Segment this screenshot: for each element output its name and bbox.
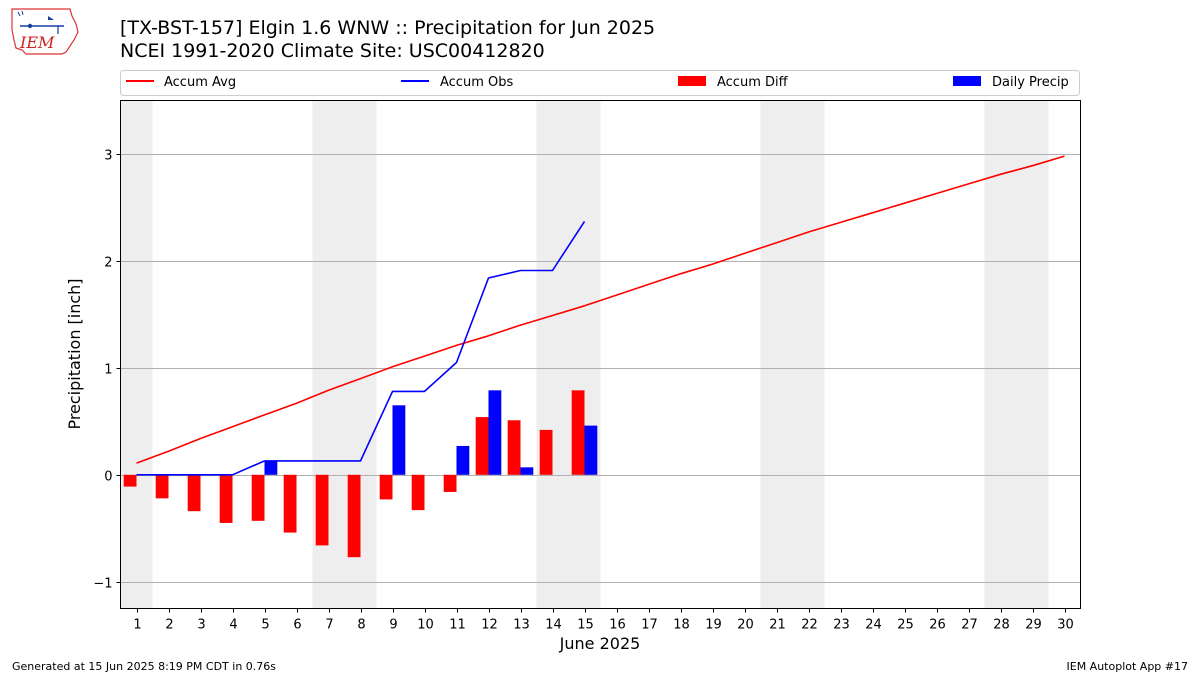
x-tick-label: 16 — [609, 618, 626, 633]
weekend-band — [984, 100, 1049, 609]
accum-diff-bar — [507, 420, 521, 475]
daily-precip-bar — [392, 405, 406, 475]
weekend-shading — [120, 100, 1049, 609]
y-tick-label: 3 — [104, 149, 112, 164]
legend-swatch-daily-precip — [953, 76, 981, 86]
accum-diff-bar — [219, 474, 233, 523]
bars — [123, 390, 598, 558]
generated-timestamp: Generated at 15 Jun 2025 8:19 PM CDT in … — [12, 660, 277, 673]
x-tick-label: 13 — [513, 618, 530, 633]
x-tick-label: 17 — [641, 618, 658, 633]
chart-subtitle: NCEI 1991-2020 Climate Site: USC00412820 — [120, 40, 545, 62]
weekend-band — [760, 100, 825, 609]
daily-precip-bar — [520, 467, 534, 475]
accum-avg-line — [136, 155, 1065, 464]
x-tick-label: 6 — [293, 618, 301, 633]
legend-label-accum-obs: Accum Obs — [440, 75, 513, 90]
y-tick-label: 0 — [104, 470, 112, 485]
x-tick-label: 9 — [389, 618, 397, 633]
x-tick-label: 18 — [673, 618, 690, 633]
x-tick-label: 26 — [929, 618, 946, 633]
x-tick-label: 23 — [833, 618, 850, 633]
accum-diff-bar — [571, 390, 585, 475]
daily-precip-bar — [584, 425, 598, 475]
x-tick-label: 24 — [865, 618, 882, 633]
plot-frame — [120, 100, 1081, 609]
legend: Accum Avg Accum Obs Accum Diff Daily Pre… — [120, 70, 1080, 96]
x-tick-label: 11 — [449, 618, 466, 633]
accum-diff-bar — [283, 474, 297, 533]
x-tick-label: 2 — [165, 618, 173, 633]
x-tick-label: 27 — [961, 618, 978, 633]
x-tick-label: 22 — [801, 618, 818, 633]
x-ticks: 1 2 3 4 5 6 7 8 9 10 11 12 13 14 15 16 17 18 19 20 21 22 23 24 2… — [133, 608, 1074, 633]
x-tick-label: 25 — [897, 618, 914, 633]
x-tick-label: 30 — [1057, 618, 1074, 633]
accum-diff-bar — [187, 474, 201, 512]
y-tick-label: −1 — [93, 577, 112, 592]
grid-lines — [120, 154, 1081, 583]
y-axis-label: Precipitation [inch] — [65, 278, 84, 429]
accum-diff-bar — [251, 474, 265, 521]
x-tick-label: 28 — [993, 618, 1010, 633]
legend-frame — [120, 70, 1080, 96]
daily-precip-bar — [488, 390, 502, 475]
legend-label-daily-precip: Daily Precip — [992, 75, 1069, 90]
x-tick-label: 10 — [417, 618, 434, 633]
legend-label-accum-avg: Accum Avg — [164, 75, 236, 90]
accum-diff-bar — [539, 429, 553, 475]
accum-diff-bar — [411, 474, 425, 511]
x-tick-label: 12 — [481, 618, 498, 633]
x-tick-label: 19 — [705, 618, 722, 633]
svg-text:IEM: IEM — [19, 33, 55, 52]
accum-diff-bar — [475, 417, 489, 475]
daily-precip-bar — [456, 445, 470, 475]
lines — [136, 155, 1065, 476]
x-tick-label: 8 — [357, 618, 365, 633]
accum-diff-bar — [379, 474, 393, 500]
x-tick-label: 15 — [577, 618, 594, 633]
weekend-band — [536, 100, 601, 609]
x-tick-label: 20 — [737, 618, 754, 633]
x-tick-label: 21 — [769, 618, 786, 633]
y-tick-label: 2 — [104, 256, 112, 271]
legend-swatch-accum-diff — [678, 76, 706, 86]
y-ticks: −1 0 1 2 3 — [93, 149, 121, 592]
x-axis-label: June 2025 — [559, 634, 641, 653]
x-tick-label: 3 — [197, 618, 205, 633]
accum-diff-bar — [347, 474, 361, 558]
chart-title: [TX-BST-157] Elgin 1.6 WNW :: Precipitat… — [120, 17, 656, 39]
accum-diff-bar — [443, 474, 457, 492]
x-tick-label: 5 — [261, 618, 269, 633]
x-tick-label: 14 — [545, 618, 562, 633]
accum-diff-bar — [315, 474, 329, 546]
y-tick-label: 1 — [104, 363, 112, 378]
iem-logo: IEM — [8, 6, 80, 62]
accum-diff-bar — [123, 474, 137, 487]
legend-label-accum-diff: Accum Diff — [717, 75, 789, 90]
x-tick-label: 4 — [229, 618, 237, 633]
accum-diff-bar — [155, 474, 169, 499]
x-tick-label: 1 — [133, 618, 141, 633]
weekend-band — [120, 100, 153, 609]
accum-obs-line — [136, 220, 586, 476]
x-tick-label: 29 — [1025, 618, 1042, 633]
app-credit: IEM Autoplot App #17 — [1066, 660, 1189, 673]
x-tick-label: 7 — [325, 618, 333, 633]
daily-precip-bar — [264, 460, 278, 475]
